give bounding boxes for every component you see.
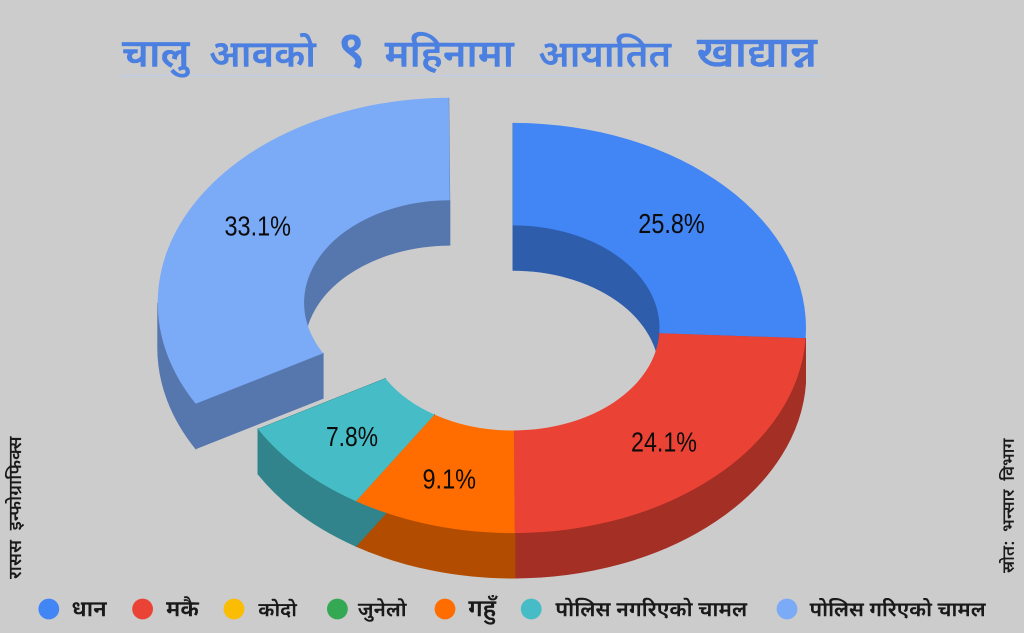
svg-text:9.1%: 9.1%: [423, 463, 477, 494]
svg-text:33.1%: 33.1%: [225, 211, 292, 242]
svg-text:25.8%: 25.8%: [638, 208, 704, 239]
svg-text:24.1%: 24.1%: [631, 426, 697, 457]
svg-text:7.8%: 7.8%: [326, 421, 378, 452]
